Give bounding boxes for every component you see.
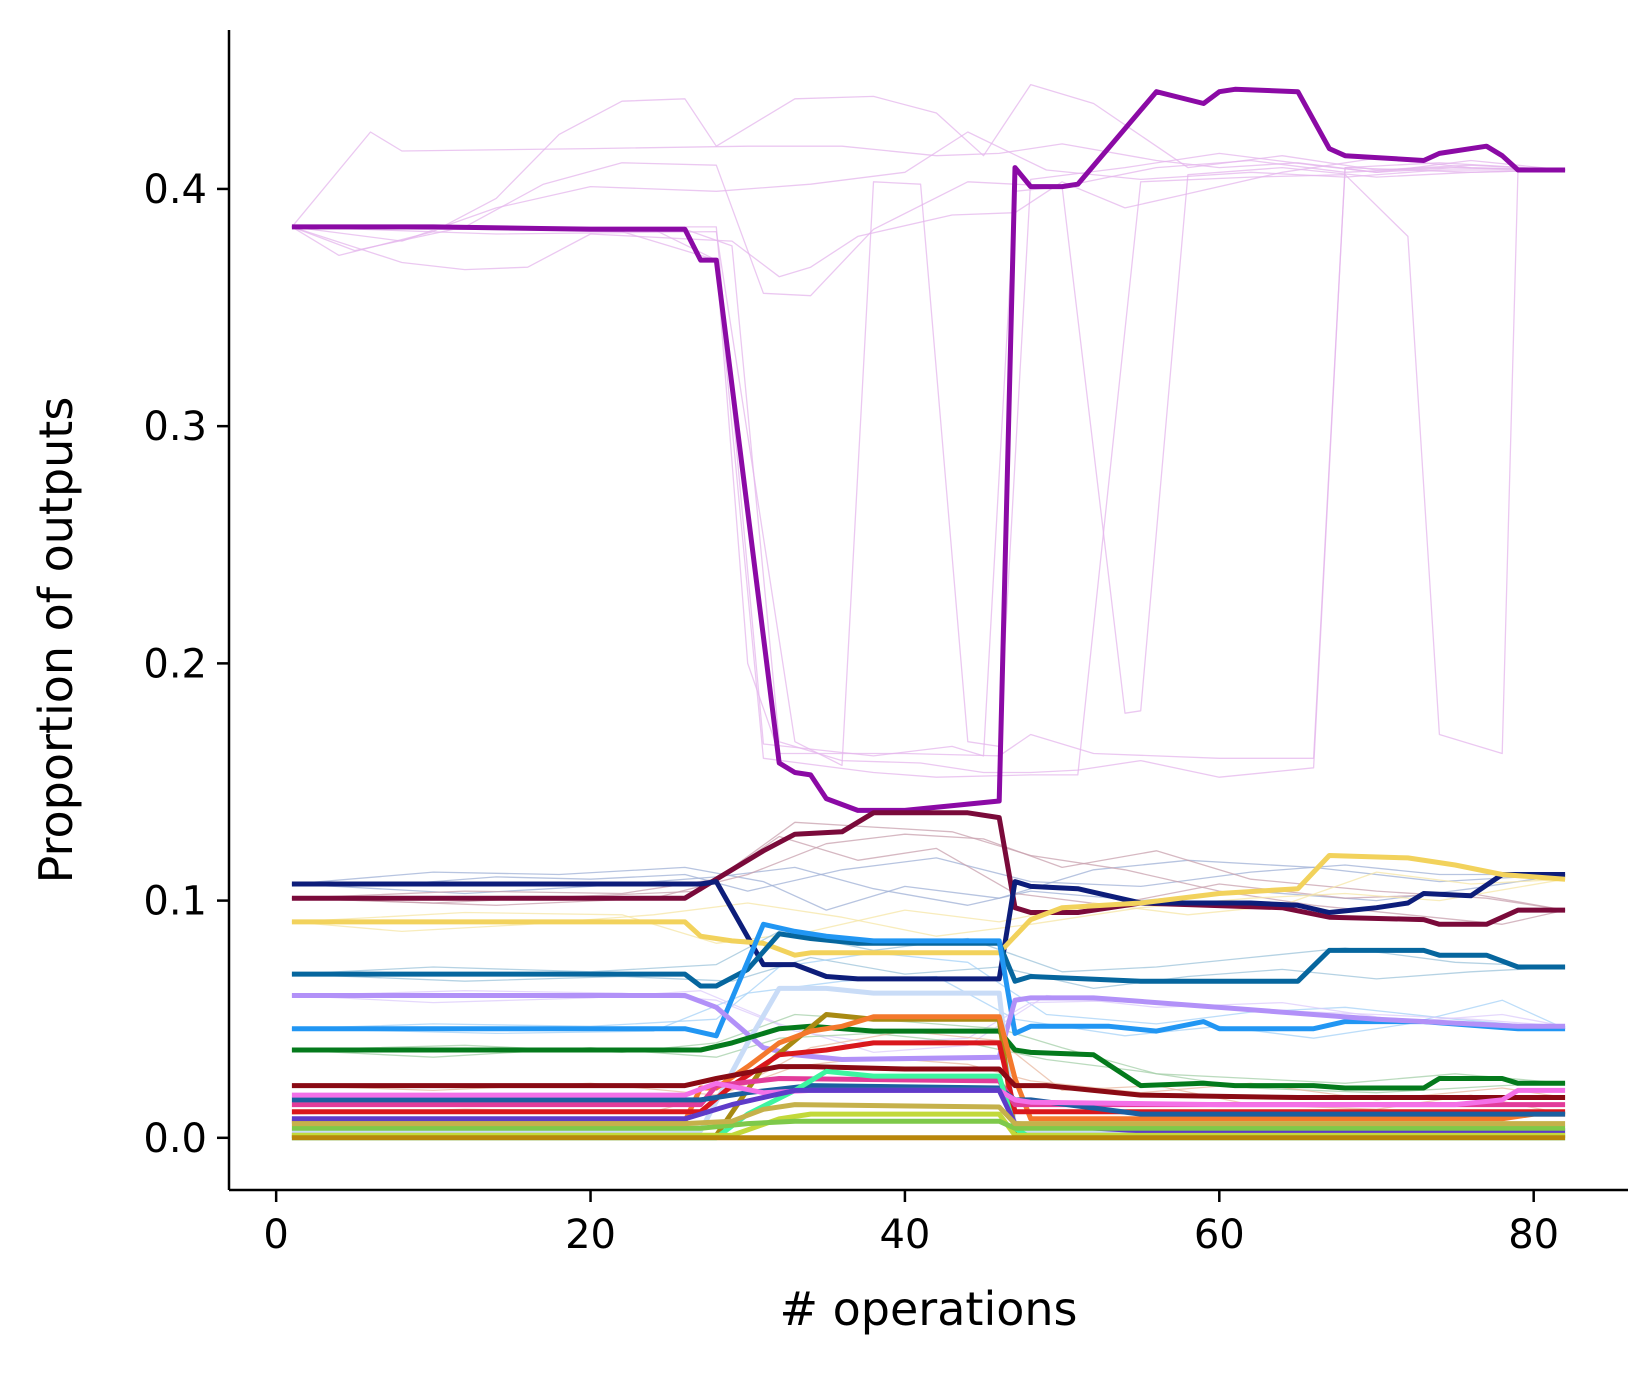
y-tick-label: 0.3	[143, 404, 207, 450]
y-axis-ticks: 0.0 0.1 0.2 0.3 0.4	[143, 167, 229, 1162]
background-series-line	[291, 166, 1566, 778]
y-axis-label: Proportion of outputs	[29, 397, 83, 884]
series-line	[291, 1102, 1566, 1127]
background-series-line	[291, 857, 1566, 892]
series-line	[291, 1064, 1566, 1100]
series-line	[291, 1080, 1566, 1108]
y-tick-label: 0.0	[143, 1116, 207, 1162]
background-series-line	[291, 859, 1566, 911]
series-line	[291, 931, 1566, 989]
series-line	[291, 993, 1566, 1062]
x-tick-label: 0	[263, 1212, 288, 1258]
background-series-line	[291, 83, 1566, 257]
x-axis-label: # operations	[780, 1282, 1078, 1336]
x-tick-label: 40	[879, 1212, 930, 1258]
y-tick-label: 0.2	[143, 641, 207, 687]
background-series-line	[291, 157, 1566, 278]
series-line	[291, 1023, 1566, 1091]
highlighted-series-group	[291, 86, 1566, 1141]
axes: 0 20 40 60 80 0.0 0.1 0.2 0.3 0.4 # operations P…	[29, 30, 1628, 1336]
series-line	[291, 1118, 1566, 1131]
series-line	[291, 810, 1566, 927]
series-line	[291, 921, 1566, 1039]
background-series-line	[291, 159, 1566, 297]
background-series-line	[291, 131, 1566, 242]
x-tick-label: 20	[565, 1212, 616, 1258]
x-axis-ticks: 0 20 40 60 80	[263, 1190, 1559, 1258]
background-series-line	[291, 162, 1566, 759]
x-tick-label: 60	[1194, 1212, 1245, 1258]
background-series-line	[291, 821, 1566, 925]
y-tick-label: 0.1	[143, 879, 207, 925]
background-series-group	[291, 83, 1566, 1115]
series-line	[291, 1076, 1566, 1108]
background-series-line	[291, 169, 1566, 778]
background-series-line	[291, 871, 1566, 944]
y-tick-label: 0.4	[143, 167, 207, 213]
background-series-line	[291, 152, 1566, 767]
x-tick-label: 80	[1508, 1212, 1559, 1258]
background-series-line	[291, 166, 1566, 757]
series-line	[291, 86, 1566, 813]
series-line	[291, 872, 1566, 982]
series-line	[291, 853, 1566, 958]
